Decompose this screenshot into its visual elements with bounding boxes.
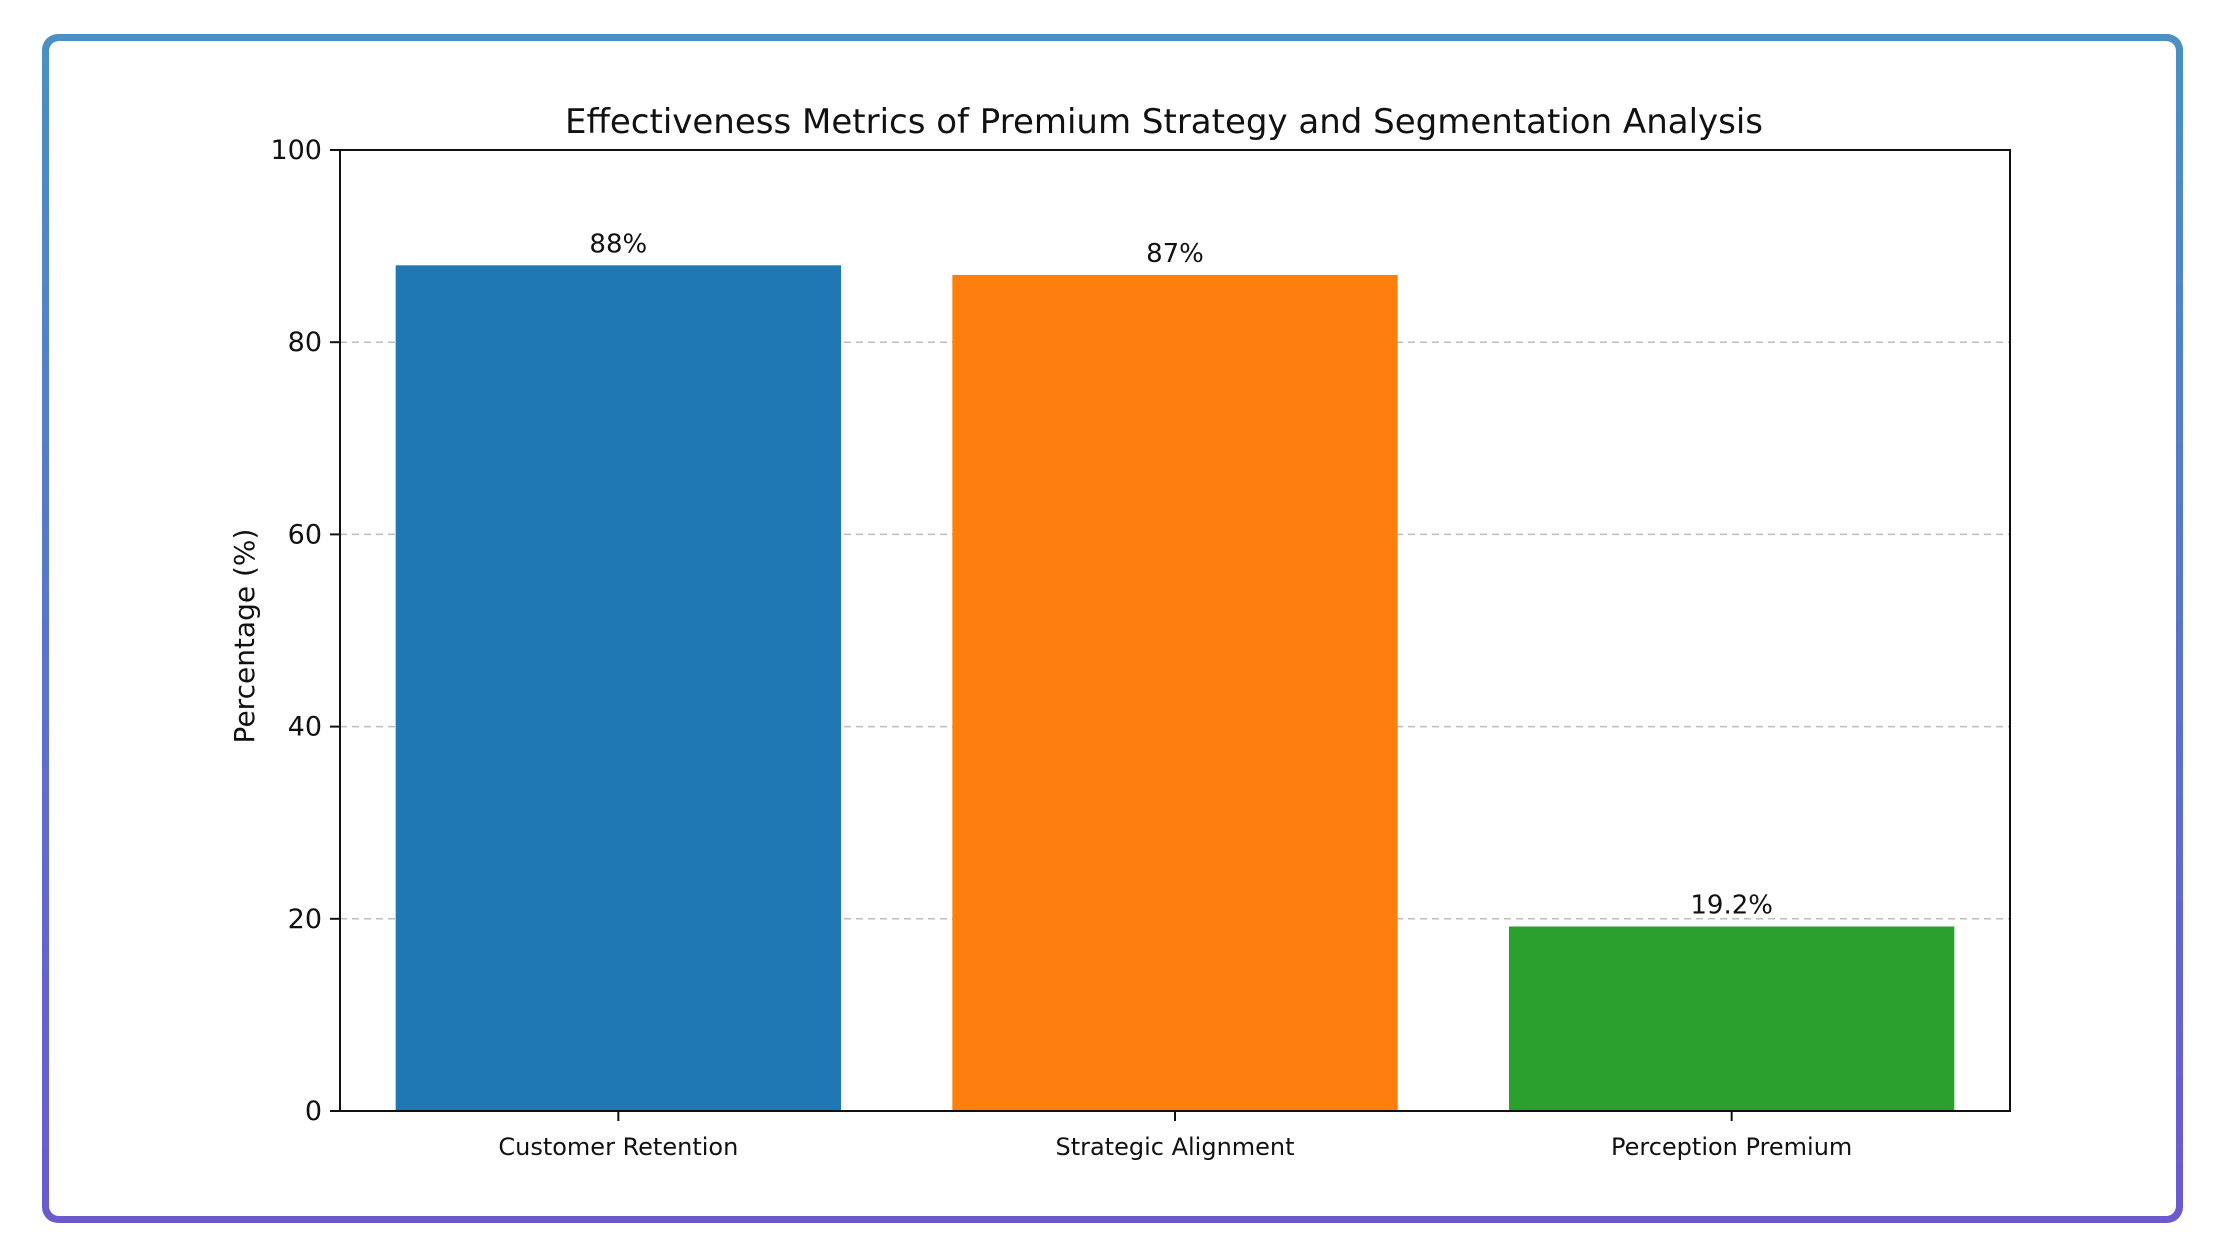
y-axis-ticks: 0 20 40 60 80 100 — [270, 135, 340, 1127]
y-tick-label: 100 — [270, 135, 322, 166]
y-tick-label: 80 — [288, 327, 322, 358]
y-tick-label: 20 — [288, 904, 322, 935]
x-tick-label: Strategic Alignment — [1055, 1133, 1294, 1161]
x-tick-label: Customer Retention — [498, 1133, 738, 1161]
bar — [952, 274, 1398, 1111]
y-tick-label: 40 — [288, 712, 322, 743]
y-tick-label: 60 — [288, 519, 322, 550]
x-axis-ticks: Customer Retention Strategic Alignment Per… — [498, 1111, 1852, 1161]
data-label: 87% — [1146, 239, 1204, 269]
bar — [395, 265, 841, 1111]
x-tick-label: Perception Premium — [1611, 1133, 1852, 1161]
data-label: 19.2% — [1690, 890, 1773, 920]
bar — [1509, 926, 1955, 1111]
y-tick-label: 0 — [305, 1096, 322, 1127]
y-axis-label: Percentage (%) — [228, 529, 261, 744]
plot-frame — [339, 149, 2011, 1112]
bars — [395, 265, 1955, 1111]
chart-title: Effectiveness Metrics of Premium Strateg… — [565, 102, 1763, 142]
data-labels: 88% 87% 19.2% — [589, 229, 1773, 920]
data-label: 88% — [589, 229, 647, 259]
